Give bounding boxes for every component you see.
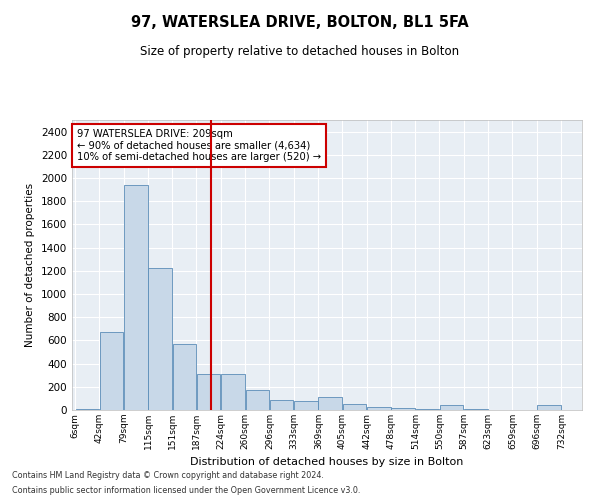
Text: Size of property relative to detached houses in Bolton: Size of property relative to detached ho… [140,45,460,58]
Bar [148,268,172,410]
Bar [440,406,463,410]
Bar [391,408,415,410]
Bar [319,397,342,410]
Text: Contains public sector information licensed under the Open Government Licence v3: Contains public sector information licen… [12,486,361,495]
Bar [367,406,391,410]
Text: 97, WATERSLEA DRIVE, BOLTON, BL1 5FA: 97, WATERSLEA DRIVE, BOLTON, BL1 5FA [131,15,469,30]
Bar [173,344,196,410]
Bar [295,402,318,410]
Bar [269,400,293,410]
Bar [538,406,561,410]
Bar [100,332,124,410]
Bar [124,185,148,410]
Bar [343,404,367,410]
Y-axis label: Number of detached properties: Number of detached properties [25,183,35,347]
Text: 97 WATERSLEA DRIVE: 209sqm
← 90% of detached houses are smaller (4,634)
10% of s: 97 WATERSLEA DRIVE: 209sqm ← 90% of deta… [77,128,321,162]
Bar [245,390,269,410]
Bar [221,374,245,410]
Text: Contains HM Land Registry data © Crown copyright and database right 2024.: Contains HM Land Registry data © Crown c… [12,471,324,480]
X-axis label: Distribution of detached houses by size in Bolton: Distribution of detached houses by size … [190,458,464,468]
Bar [197,374,220,410]
